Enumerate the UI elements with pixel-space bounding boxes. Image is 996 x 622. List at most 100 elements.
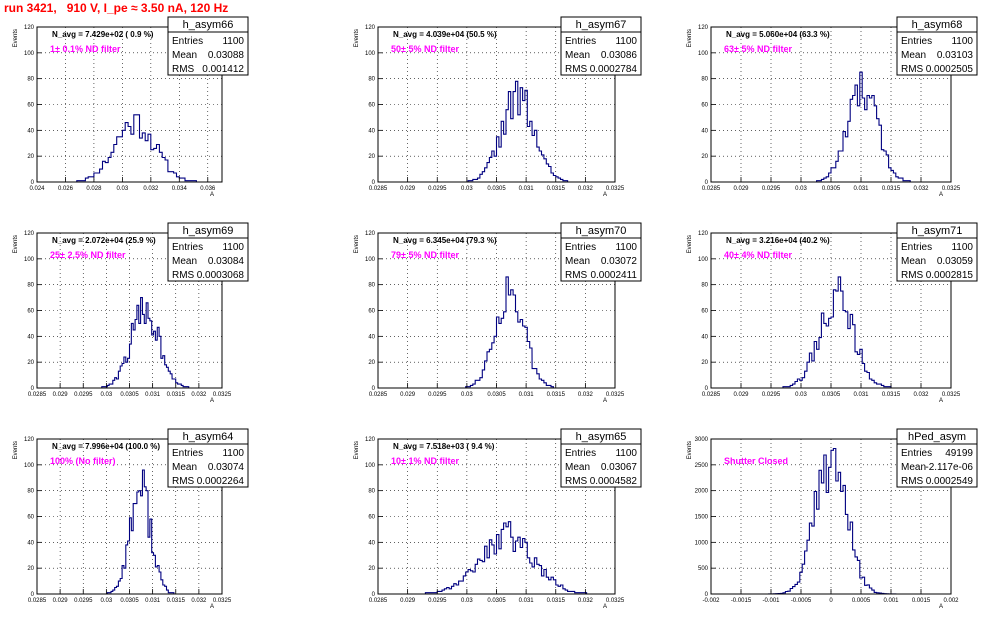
x-tick-label: 0.002: [943, 598, 959, 604]
x-tick-label: 0.03: [461, 186, 473, 192]
stats-value: 1100: [951, 242, 973, 253]
x-tick-label: 0.0285: [369, 186, 388, 192]
x-tick-label: 0: [829, 598, 833, 604]
x-tick-label: 0.0285: [28, 598, 47, 604]
x-axis-label: A: [210, 192, 214, 198]
y-tick-label: 40: [701, 128, 708, 134]
y-tick-label: 40: [368, 540, 375, 546]
y-tick-label: 0: [372, 386, 376, 392]
y-tick-label: 40: [27, 128, 34, 134]
stats-title: h_asym64: [183, 431, 234, 443]
y-tick-label: 80: [368, 77, 375, 83]
x-tick-label: 0.03: [117, 186, 129, 192]
x-tick-label: 0.03: [461, 598, 473, 604]
y-tick-label: 60: [701, 103, 708, 109]
x-tick-label: 0.0285: [28, 392, 47, 398]
y-axis-label: Events: [13, 29, 19, 47]
y-tick-label: 0: [31, 180, 35, 186]
histogram-panel-h_asym67: 0.0285 0.029 0.0295 0.03 0.0305 0.031 0.0315 0.…: [354, 16, 642, 198]
stats-title: h_asym67: [576, 19, 627, 31]
x-tick-label: 0.0315: [547, 186, 566, 192]
histogram-panel-h_asym68: 0.0285 0.029 0.0295 0.03 0.0305 0.031 0.0315 0.…: [687, 16, 978, 198]
histogram-series: [37, 114, 222, 183]
x-tick-label: 0.031: [145, 598, 161, 604]
stats-value: 1100: [615, 36, 637, 47]
filter-label: 1± 0.1% ND filter: [50, 44, 121, 54]
filter-label: 63± 5% ND filter: [724, 44, 792, 54]
x-tick-label: -0.001: [762, 598, 780, 604]
stats-label: RMS: [565, 476, 588, 487]
y-tick-label: 100: [365, 463, 376, 469]
x-tick-label: 0.031: [519, 598, 535, 604]
stats-title: h_asym65: [576, 431, 627, 443]
stats-label: RMS: [172, 476, 195, 487]
y-tick-label: 120: [365, 25, 376, 31]
stats-label: Entries: [901, 36, 932, 47]
x-tick-label: 0.0295: [74, 392, 93, 398]
stats-box: [896, 428, 978, 488]
stats-value: 0.0002549: [926, 476, 974, 487]
y-tick-label: 80: [27, 77, 34, 83]
y-tick-label: 120: [24, 231, 35, 237]
stats-value: 0.0004582: [590, 476, 638, 487]
filter-label: 50± 5% ND filter: [391, 44, 459, 54]
x-tick-label: 0.03: [101, 598, 113, 604]
y-tick-label: 120: [698, 25, 709, 31]
navg-label: N_avg = 7.996e+04 (100.0 %): [52, 442, 160, 451]
stats-label: RMS: [172, 64, 195, 75]
stats-value: 0.03088: [208, 50, 245, 61]
y-tick-label: 60: [368, 103, 375, 109]
x-tick-label: 0.0295: [428, 186, 447, 192]
x-tick-label: 0.032: [913, 392, 929, 398]
x-tick-label: 0.0325: [942, 186, 961, 192]
y-tick-label: 40: [368, 334, 375, 340]
stats-box: [560, 222, 642, 282]
y-tick-label: 80: [368, 489, 375, 495]
filter-label: 79± 5% ND filter: [391, 250, 459, 260]
stats-value: 0.001412: [202, 64, 244, 75]
y-tick-label: 40: [27, 540, 34, 546]
stats-label: RMS: [901, 476, 924, 487]
stats-value: 0.0002784: [590, 64, 638, 75]
navg-label: N_avg = 2.072e+04 (25.9 %): [52, 236, 156, 245]
stats-value: -2.117e-06: [925, 462, 973, 473]
x-tick-label: 0.029: [400, 392, 416, 398]
stats-label: Entries: [901, 448, 932, 459]
filter-label: 100% (No filter): [50, 456, 116, 466]
x-tick-label: 0.024: [29, 186, 45, 192]
x-tick-label: 0.029: [400, 186, 416, 192]
x-tick-label: 0.032: [578, 392, 594, 398]
y-tick-label: 500: [698, 566, 709, 572]
x-tick-label: 0.0005: [852, 598, 871, 604]
x-tick-label: 0.031: [145, 392, 161, 398]
stats-value: 0.03067: [601, 462, 638, 473]
x-axis-label: A: [939, 192, 943, 198]
x-tick-label: 0.0325: [606, 186, 625, 192]
x-tick-label: 0.026: [58, 186, 74, 192]
x-axis-label: A: [939, 604, 943, 610]
x-tick-label: 0.032: [143, 186, 159, 192]
x-tick-label: 0.029: [53, 392, 69, 398]
histogram-panel-h_asym64: 0.0285 0.029 0.0295 0.03 0.0305 0.031 0.0315 0.…: [13, 428, 249, 610]
x-tick-label: 0.03: [101, 392, 113, 398]
y-tick-label: 20: [701, 360, 708, 366]
x-tick-label: 0.0315: [882, 392, 901, 398]
x-tick-label: 0.0285: [369, 598, 388, 604]
x-tick-label: 0.0295: [74, 598, 93, 604]
x-tick-label: 0.03: [795, 186, 807, 192]
x-tick-label: 0.031: [519, 186, 535, 192]
y-tick-label: 120: [24, 25, 35, 31]
stats-title: h_asym71: [912, 225, 963, 237]
y-tick-label: 1500: [695, 515, 709, 521]
y-tick-label: 60: [701, 309, 708, 315]
y-tick-label: 80: [27, 283, 34, 289]
y-tick-label: 40: [701, 334, 708, 340]
stats-box: [896, 16, 978, 76]
stats-label: Entries: [565, 448, 596, 459]
y-axis-label: Events: [687, 29, 693, 47]
stats-value: 0.03103: [937, 50, 974, 61]
x-tick-label: 0.032: [578, 186, 594, 192]
y-tick-label: 20: [27, 154, 34, 160]
stats-label: Mean: [901, 462, 926, 473]
y-tick-label: 20: [27, 360, 34, 366]
